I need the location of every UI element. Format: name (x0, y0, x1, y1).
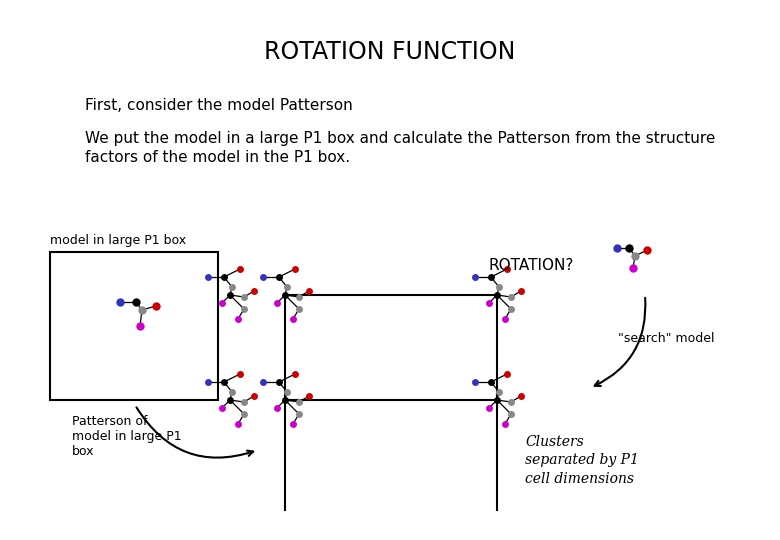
Text: Patterson of
model in large P1
box: Patterson of model in large P1 box (72, 415, 182, 458)
Text: ROTATION FUNCTION: ROTATION FUNCTION (264, 40, 516, 64)
Text: model in large P1 box: model in large P1 box (50, 234, 186, 247)
Text: ROTATION?: ROTATION? (488, 258, 573, 273)
Text: We put the model in a large P1 box and calculate the Patterson from the structur: We put the model in a large P1 box and c… (85, 131, 715, 145)
Bar (50, 252, 218, 400)
Text: First, consider the model Patterson: First, consider the model Patterson (85, 98, 353, 112)
Text: "search" model: "search" model (618, 332, 714, 345)
Text: factors of the model in the P1 box.: factors of the model in the P1 box. (85, 151, 350, 165)
Text: Clusters
separated by P1
cell dimensions: Clusters separated by P1 cell dimensions (525, 435, 639, 486)
